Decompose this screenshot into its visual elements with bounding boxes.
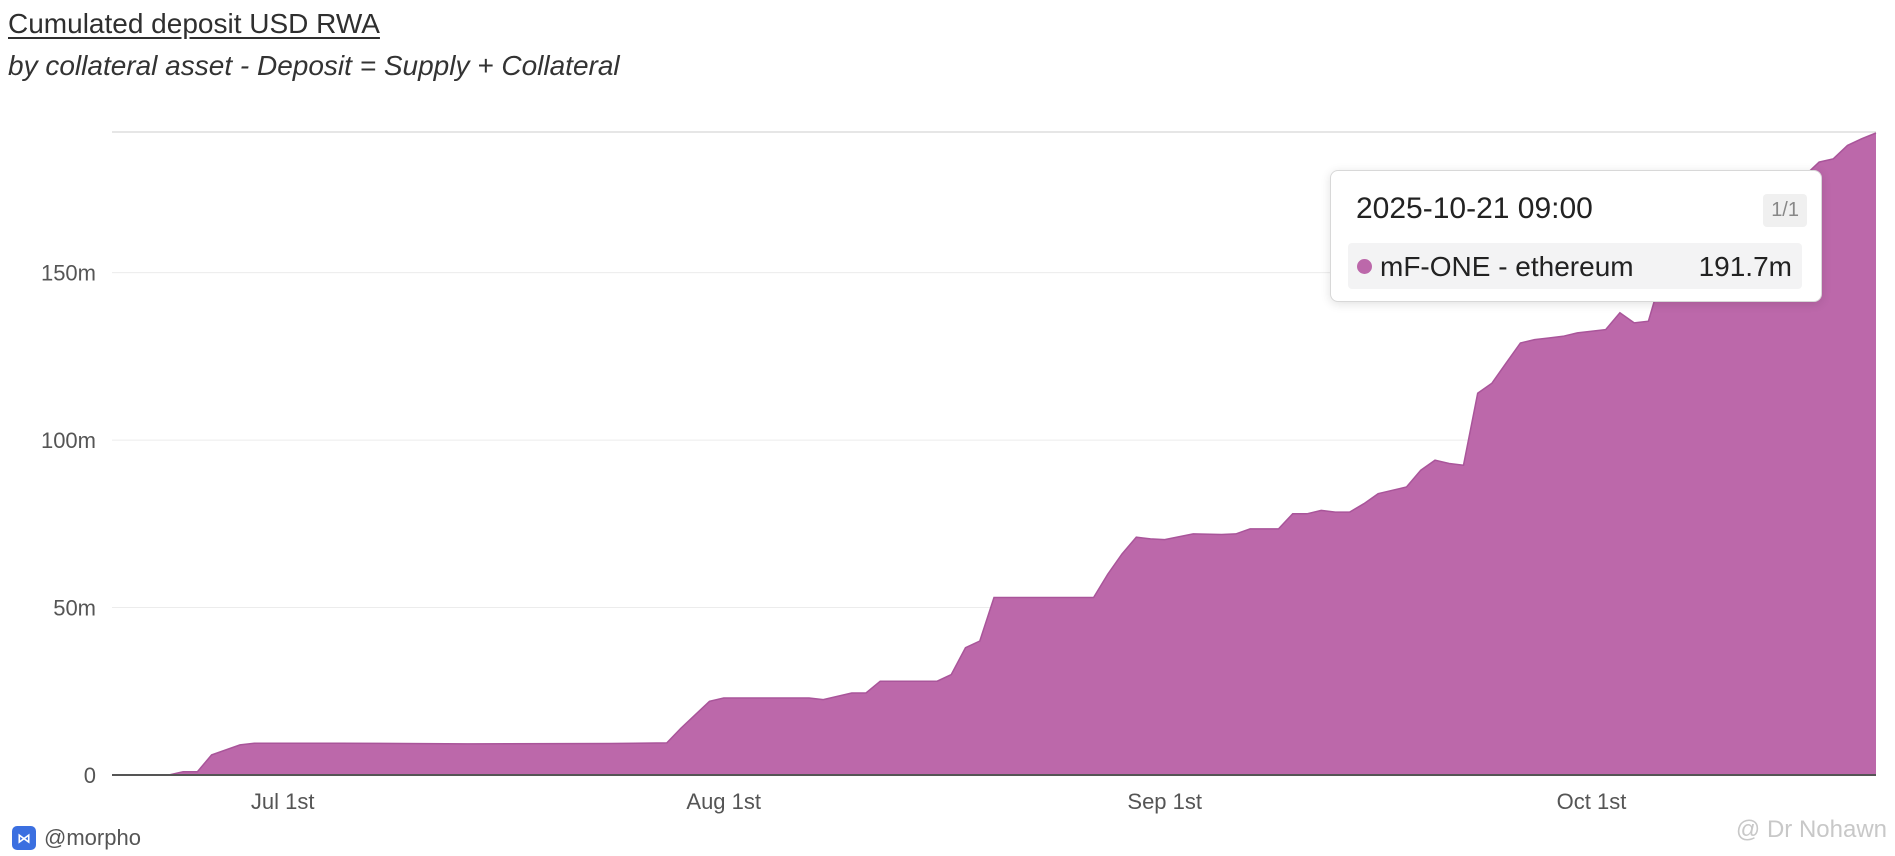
y-tick-label-50m: 50m [53,596,96,621]
morpho-logo-icon: ⋈ [12,826,36,850]
chart-subtitle: by collateral asset - Deposit = Supply +… [8,50,620,81]
chart-title: Cumulated deposit USD RWA [8,8,380,39]
series-layer [112,132,1877,776]
x-tick-label-Aug-1st: Aug 1st [686,789,761,814]
series-color-dot-icon [1357,259,1372,274]
series-line-0 [112,132,1877,776]
x-tick-label-Oct-1st: Oct 1st [1557,789,1627,814]
x-tick-label-Jul-1st: Jul 1st [251,789,315,814]
y-tick-label-0: 0 [84,763,96,788]
tooltip: 2025-10-21 09:00 1/1 mF-ONE - ethereum 1… [1330,170,1822,302]
y-tick-label-100m: 100m [41,428,96,453]
x-tick-label-Sep-1st: Sep 1st [1127,789,1202,814]
tooltip-date: 2025-10-21 09:00 [1356,192,1593,225]
y-tick-label-150m: 150m [41,261,96,286]
tooltip-series-value: 191.7m [1698,251,1792,282]
source-handle: @morpho [44,825,141,850]
tooltip-series-row: mF-ONE - ethereum 191.7m [1348,243,1802,289]
tooltip-series-name: mF-ONE - ethereum [1380,251,1634,282]
series-area-0[interactable] [112,133,1876,775]
axes: 0 50m 100m 150m Jul 1st Aug 1st Sep 1st Oct 1st [41,261,1876,814]
watermark: @ Dr Nohawn [1735,816,1887,843]
tooltip-page-indicator[interactable]: 1/1 [1763,194,1807,227]
source-footer: ⋈ @morpho [12,825,141,850]
